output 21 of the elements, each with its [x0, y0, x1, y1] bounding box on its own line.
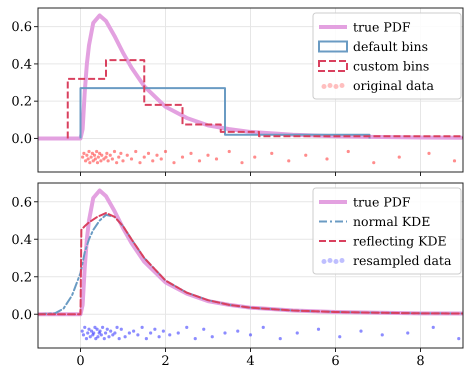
y-tick-label: 0.2	[11, 94, 32, 110]
legend-label: custom bins	[353, 58, 430, 74]
legend-label: default bins	[353, 39, 428, 54]
y-tick-label: 0.6	[11, 195, 32, 210]
x-tick-label: 0	[76, 354, 85, 369]
y-tick-label: 0.0	[11, 132, 32, 147]
legend-label: normal KDE	[353, 214, 430, 229]
x-tick-label: 4	[246, 354, 255, 369]
x-tick-label: 8	[416, 354, 425, 369]
y-tick-label: 0.2	[11, 270, 32, 286]
legend-label: resampled data	[353, 253, 452, 268]
y-tick-label: 0.6	[11, 20, 32, 36]
legend-label: true PDF	[353, 20, 411, 34]
y-tick-label: 0.0	[11, 308, 32, 323]
legend-label: true PDF	[353, 194, 411, 210]
x-tick-label: 2	[161, 354, 170, 369]
y-tick-label: 0.4	[11, 57, 32, 72]
legend-label: original data	[353, 78, 434, 93]
x-tick-label: 6	[331, 354, 340, 369]
y-tick-label: 0.4	[11, 232, 32, 248]
legend-label: reflecting KDE	[353, 234, 447, 248]
